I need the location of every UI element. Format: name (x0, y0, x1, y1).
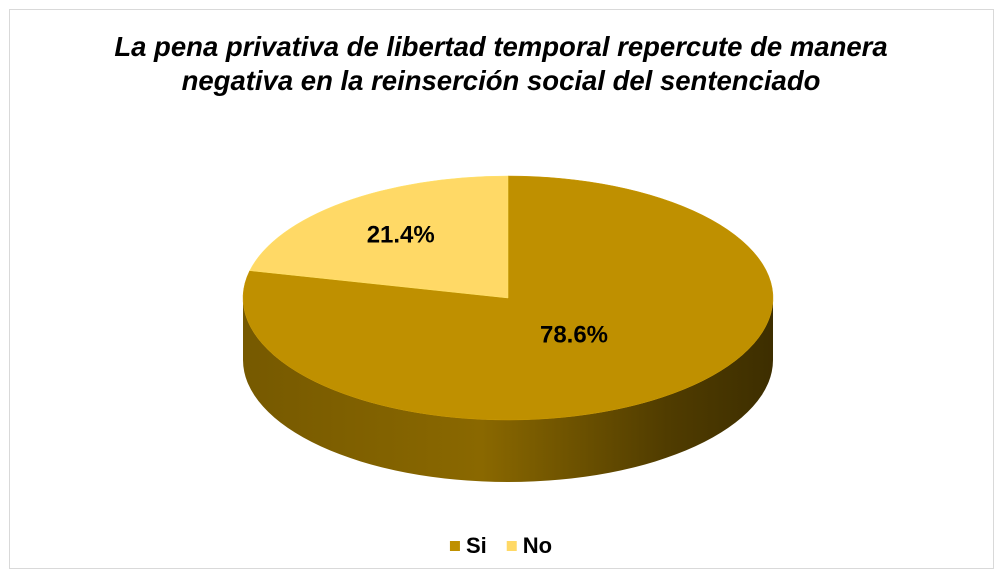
legend-label: Si (466, 533, 487, 558)
chart-title: La pena privativa de libertad temporal r… (114, 31, 888, 96)
chart-border (9, 9, 994, 569)
data-label: 21.4% (367, 221, 435, 248)
legend-label: No (523, 533, 552, 558)
legend-marker (449, 541, 460, 551)
slice-side (243, 298, 773, 482)
slice (249, 175, 509, 299)
legend-marker (506, 541, 517, 551)
data-label: 78.6% (540, 322, 608, 349)
